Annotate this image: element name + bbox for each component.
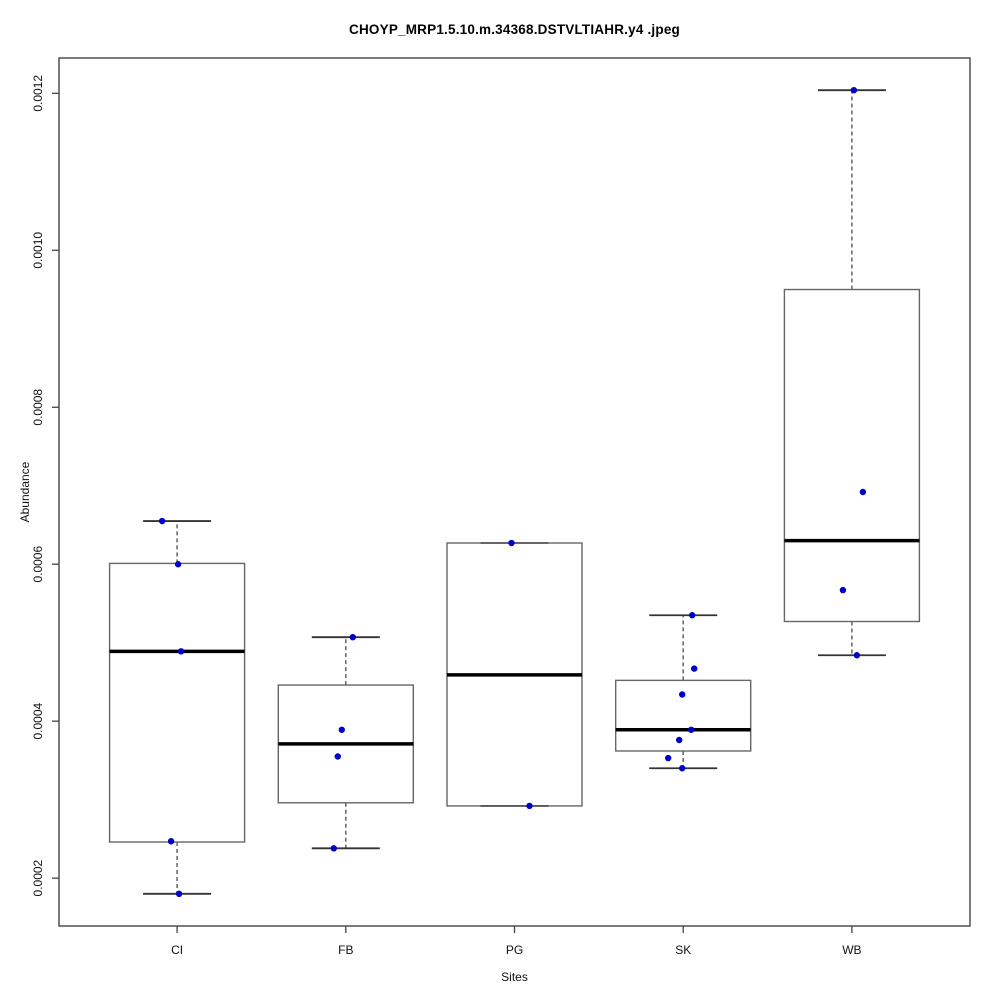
data-point (330, 845, 337, 852)
iqr-box (783, 288, 921, 623)
data-point (158, 517, 166, 525)
x-tick-label: FB (338, 943, 353, 957)
chart-title: CHOYP_MRP1.5.10.m.34368.DSTVLTIAHR.y4 .j… (349, 22, 680, 37)
data-point (665, 754, 672, 762)
data-point (679, 691, 686, 698)
data-point (850, 86, 858, 94)
data-point (679, 765, 686, 772)
data-point (175, 890, 183, 898)
data-point (853, 652, 861, 659)
data-point (689, 612, 696, 619)
x-axis-title: Sites (501, 970, 528, 984)
y-tick-label: 0.0010 (31, 232, 45, 269)
data-point (177, 648, 185, 655)
data-point (174, 561, 182, 568)
x-tick-label: WB (842, 943, 861, 957)
data-point (859, 488, 867, 496)
plot-border (58, 57, 971, 927)
data-point (688, 726, 695, 733)
data-point (508, 539, 515, 547)
x-tick-label: CI (171, 943, 183, 957)
iqr-box (615, 679, 752, 752)
iqr-box (108, 562, 246, 843)
y-tick-label: 0.0012 (31, 75, 45, 112)
x-tick-label: PG (506, 943, 523, 957)
data-point (167, 838, 175, 845)
box-group-PG (446, 542, 583, 807)
data-point (676, 736, 683, 744)
x-tick-label: SK (675, 943, 691, 957)
data-point (839, 586, 847, 594)
data-point (338, 726, 345, 733)
data-point (334, 753, 341, 760)
y-tick-label: 0.0004 (31, 702, 45, 739)
y-tick-label: 0.0008 (31, 389, 45, 426)
box-group-CI (108, 520, 246, 895)
box-group-WB (783, 89, 921, 657)
y-tick-label: 0.0002 (31, 859, 45, 896)
box-group-FB (277, 636, 414, 850)
y-tick-label: 0.0006 (31, 546, 45, 583)
data-point (526, 802, 533, 810)
data-point (349, 633, 356, 641)
data-point (691, 665, 698, 672)
